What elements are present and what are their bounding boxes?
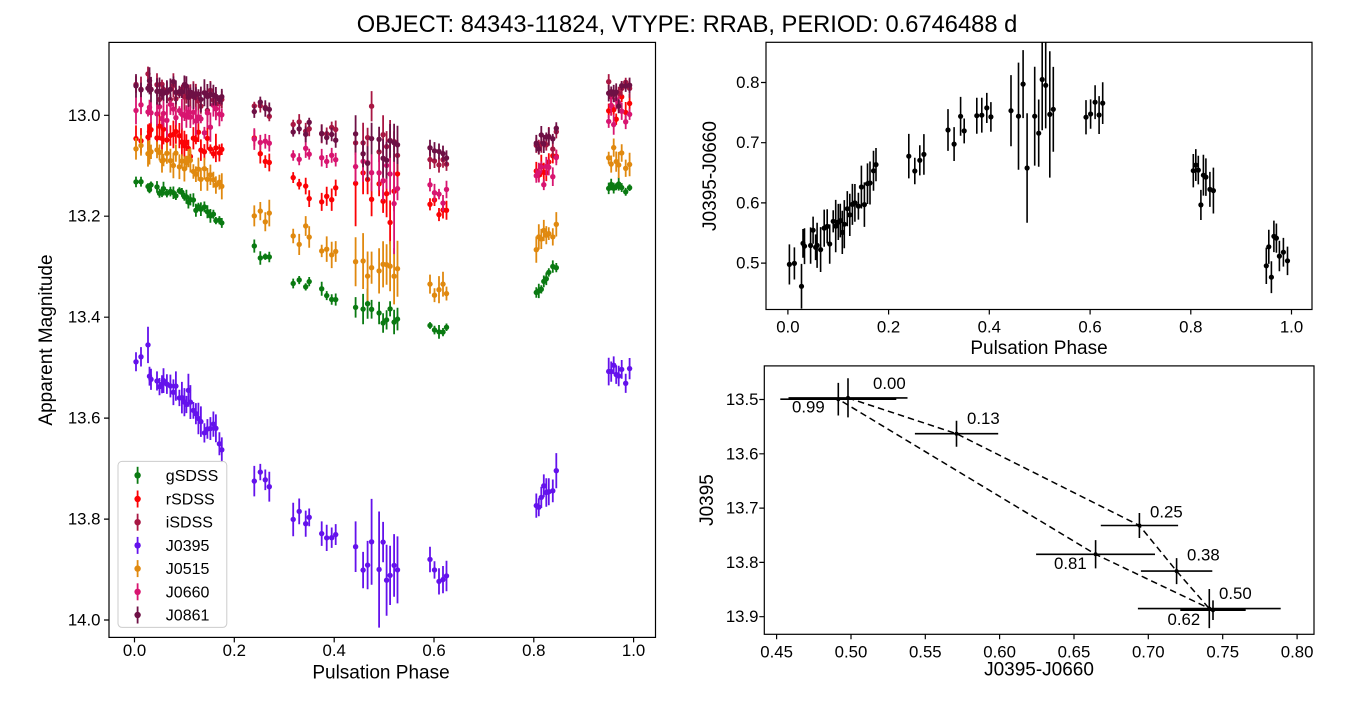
svg-text:13.7: 13.7 xyxy=(726,499,759,518)
svg-text:0.2: 0.2 xyxy=(223,641,246,660)
svg-text:0.50: 0.50 xyxy=(835,642,868,661)
svg-text:13.6: 13.6 xyxy=(726,444,759,463)
svg-text:0.8: 0.8 xyxy=(736,73,759,92)
svg-text:0.81: 0.81 xyxy=(1054,554,1087,573)
svg-text:14.0: 14.0 xyxy=(68,611,101,630)
svg-text:J0861: J0861 xyxy=(166,608,210,625)
svg-text:0.6: 0.6 xyxy=(422,641,445,660)
svg-text:0.4: 0.4 xyxy=(978,318,1001,337)
svg-text:gSDSS: gSDSS xyxy=(166,468,218,485)
svg-text:0.2: 0.2 xyxy=(877,318,900,337)
svg-text:0.0: 0.0 xyxy=(776,318,799,337)
svg-text:13.8: 13.8 xyxy=(68,510,101,529)
svg-text:J0395: J0395 xyxy=(166,538,210,555)
svg-text:0.50: 0.50 xyxy=(1219,584,1252,603)
svg-text:Pulsation Phase: Pulsation Phase xyxy=(970,338,1107,359)
svg-text:Pulsation Phase: Pulsation Phase xyxy=(312,663,449,684)
svg-text:0.65: 0.65 xyxy=(1058,642,1091,661)
svg-text:13.6: 13.6 xyxy=(68,409,101,428)
svg-text:13.8: 13.8 xyxy=(726,553,759,572)
svg-text:0.60: 0.60 xyxy=(983,642,1016,661)
svg-text:0.25: 0.25 xyxy=(1150,503,1183,522)
svg-text:0.8: 0.8 xyxy=(522,641,545,660)
svg-text:0.99: 0.99 xyxy=(792,397,825,416)
svg-text:J0660: J0660 xyxy=(166,584,210,601)
svg-text:J0395-J0660: J0395-J0660 xyxy=(700,121,721,231)
svg-text:1.0: 1.0 xyxy=(622,641,645,660)
svg-text:0.00: 0.00 xyxy=(873,374,906,393)
svg-text:0.4: 0.4 xyxy=(323,641,346,660)
svg-text:0.13: 0.13 xyxy=(967,409,1000,428)
svg-text:0.6: 0.6 xyxy=(736,193,759,212)
svg-text:J0395-J0660: J0395-J0660 xyxy=(984,660,1094,681)
svg-text:0.55: 0.55 xyxy=(909,642,942,661)
svg-text:iSDSS: iSDSS xyxy=(166,515,213,532)
svg-text:0.8: 0.8 xyxy=(1179,318,1202,337)
svg-text:OBJECT: 84343-11824, VTYPE: RR: OBJECT: 84343-11824, VTYPE: RRAB, PERIOD… xyxy=(357,12,1018,38)
svg-text:0.62: 0.62 xyxy=(1168,610,1201,629)
svg-text:0.38: 0.38 xyxy=(1187,546,1220,565)
svg-text:1.0: 1.0 xyxy=(1280,318,1303,337)
svg-text:J0515: J0515 xyxy=(166,561,210,578)
svg-text:13.4: 13.4 xyxy=(68,308,101,327)
svg-text:13.2: 13.2 xyxy=(68,207,101,226)
svg-text:0.75: 0.75 xyxy=(1206,642,1239,661)
svg-text:0.6: 0.6 xyxy=(1078,318,1101,337)
svg-text:Apparent Magnitude: Apparent Magnitude xyxy=(36,254,57,425)
svg-text:0.5: 0.5 xyxy=(736,254,759,273)
svg-text:rSDSS: rSDSS xyxy=(166,492,215,509)
svg-text:J0395: J0395 xyxy=(697,474,718,526)
svg-text:0.45: 0.45 xyxy=(760,642,793,661)
svg-text:0.80: 0.80 xyxy=(1281,642,1314,661)
svg-text:0.70: 0.70 xyxy=(1132,642,1165,661)
svg-text:13.0: 13.0 xyxy=(68,106,101,125)
svg-text:0.7: 0.7 xyxy=(736,133,759,152)
svg-text:0.0: 0.0 xyxy=(123,641,146,660)
svg-text:13.9: 13.9 xyxy=(726,607,759,626)
svg-text:13.5: 13.5 xyxy=(726,390,759,409)
